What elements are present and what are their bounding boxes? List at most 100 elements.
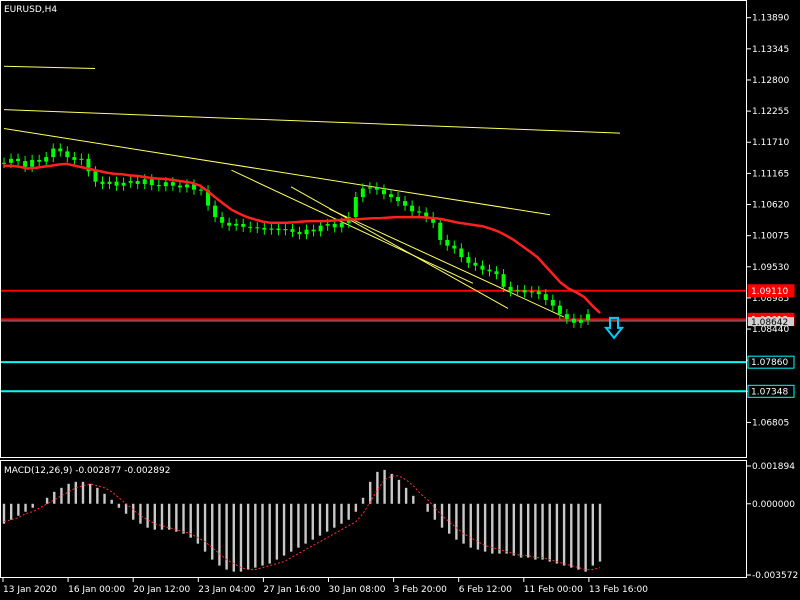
candle-body bbox=[177, 185, 182, 188]
candle-body bbox=[44, 157, 49, 162]
candle-body bbox=[206, 190, 211, 206]
candle-body bbox=[424, 212, 429, 218]
resistance-badge bbox=[747, 284, 795, 298]
price-panel-frame bbox=[0, 0, 747, 458]
down-arrow-icon[interactable] bbox=[603, 316, 625, 340]
candle-body bbox=[459, 248, 464, 258]
candle-body bbox=[128, 181, 133, 183]
symbol-label: EURUSD,H4 bbox=[4, 5, 57, 15]
resistance-badge-label: 1.09110 bbox=[751, 287, 788, 297]
candle-body bbox=[276, 228, 281, 231]
candle-body bbox=[529, 291, 534, 293]
moving-average-line bbox=[4, 162, 601, 314]
candle-body bbox=[241, 223, 246, 227]
time-tick-label: 3 Feb 20:00 bbox=[394, 585, 448, 595]
trendline[interactable] bbox=[3, 128, 551, 216]
candle-body bbox=[508, 286, 513, 292]
macd-tick-label: -0.003572 bbox=[752, 571, 798, 581]
candle-body bbox=[227, 222, 232, 226]
candle-body bbox=[396, 197, 401, 202]
price-tick-label: 1.06805 bbox=[752, 418, 789, 428]
support-badge bbox=[747, 355, 795, 369]
candle-body bbox=[16, 158, 21, 162]
candle-body bbox=[30, 159, 35, 167]
sell-arrow-icon[interactable] bbox=[603, 316, 625, 340]
price-tick-label: 1.11165 bbox=[752, 169, 789, 179]
price-tick-label: 1.10075 bbox=[752, 232, 789, 242]
candle-body bbox=[480, 265, 485, 270]
trendline[interactable] bbox=[231, 169, 474, 284]
support-badge-label: 1.07348 bbox=[751, 387, 788, 397]
price-axis: 1.13890 1.13345 1.12800 1.12255 1.11710 1.111… bbox=[746, 14, 789, 428]
candle-body bbox=[156, 185, 161, 187]
candle-body bbox=[367, 187, 372, 189]
candle-body bbox=[586, 314, 590, 320]
time-tick-label: 16 Jan 00:00 bbox=[68, 585, 125, 595]
time-tick-label: 20 Jan 12:00 bbox=[133, 585, 190, 595]
macd-signal-polyline bbox=[3, 475, 601, 571]
candle-body bbox=[381, 189, 386, 195]
candle-body bbox=[9, 158, 14, 163]
price-tick-label: 1.08985 bbox=[752, 294, 789, 304]
candle-body bbox=[283, 229, 288, 231]
time-tick-label: 23 Jan 04:00 bbox=[198, 585, 255, 595]
candle-body bbox=[213, 205, 218, 218]
candle-body bbox=[487, 269, 492, 272]
current-price-badge bbox=[748, 317, 794, 327]
time-tick-label: 13 Feb 16:00 bbox=[589, 585, 648, 595]
time-tick-label: 27 Jan 16:00 bbox=[263, 585, 320, 595]
candle-body bbox=[163, 182, 168, 187]
price-level-lines[interactable] bbox=[1, 289, 746, 393]
candle-body bbox=[543, 294, 548, 300]
candle-body bbox=[431, 217, 436, 223]
trendline[interactable] bbox=[290, 186, 509, 309]
trendlines[interactable] bbox=[3, 65, 621, 318]
candle-body bbox=[410, 205, 415, 212]
candle-body bbox=[339, 222, 344, 228]
current-price-badge-label: 1.08642 bbox=[751, 318, 788, 328]
trendline[interactable] bbox=[329, 208, 565, 318]
macd-tick-label: 0.000000 bbox=[752, 500, 795, 510]
candle-body bbox=[325, 223, 330, 226]
macd-panel-frame bbox=[0, 460, 747, 578]
time-tick-label: 6 Feb 12:00 bbox=[459, 585, 513, 595]
candle-body bbox=[332, 223, 337, 228]
price-tick-label: 1.10620 bbox=[752, 201, 789, 211]
candle-body bbox=[388, 194, 393, 198]
price-tick-label: 1.11710 bbox=[752, 138, 789, 148]
price-tick-label: 1.12255 bbox=[752, 107, 789, 117]
candle-body bbox=[142, 179, 147, 184]
candle-body bbox=[452, 245, 457, 249]
candle-body bbox=[304, 229, 309, 235]
candle-body bbox=[564, 314, 569, 319]
candle-body bbox=[93, 171, 98, 182]
trendline[interactable] bbox=[3, 65, 96, 70]
candle-body bbox=[536, 291, 541, 295]
candle-body bbox=[550, 299, 555, 306]
candle-body bbox=[473, 262, 478, 266]
candle-body bbox=[149, 179, 154, 186]
candle-body bbox=[269, 228, 274, 230]
macd-axis: 0.001894 0.000000 -0.003572 bbox=[746, 462, 798, 581]
candle-body bbox=[100, 181, 105, 184]
candle-body bbox=[37, 159, 42, 162]
macd-label: MACD(12,26,9) -0.002877 -0.002892 bbox=[4, 466, 170, 476]
candle-body bbox=[234, 223, 239, 226]
candle-body bbox=[262, 227, 267, 230]
candle-body bbox=[360, 188, 365, 198]
candles bbox=[2, 143, 590, 328]
macd-signal-line bbox=[3, 475, 601, 571]
candle-body bbox=[51, 148, 56, 158]
support-badge bbox=[747, 384, 795, 398]
candle-body bbox=[445, 239, 450, 246]
trendline[interactable] bbox=[3, 109, 621, 134]
candle-body bbox=[86, 158, 91, 172]
candle-body bbox=[23, 161, 28, 167]
candle-body bbox=[72, 157, 77, 160]
price-tick-label: 1.08440 bbox=[752, 325, 789, 335]
candle-body bbox=[466, 257, 471, 263]
candle-body bbox=[403, 201, 408, 206]
